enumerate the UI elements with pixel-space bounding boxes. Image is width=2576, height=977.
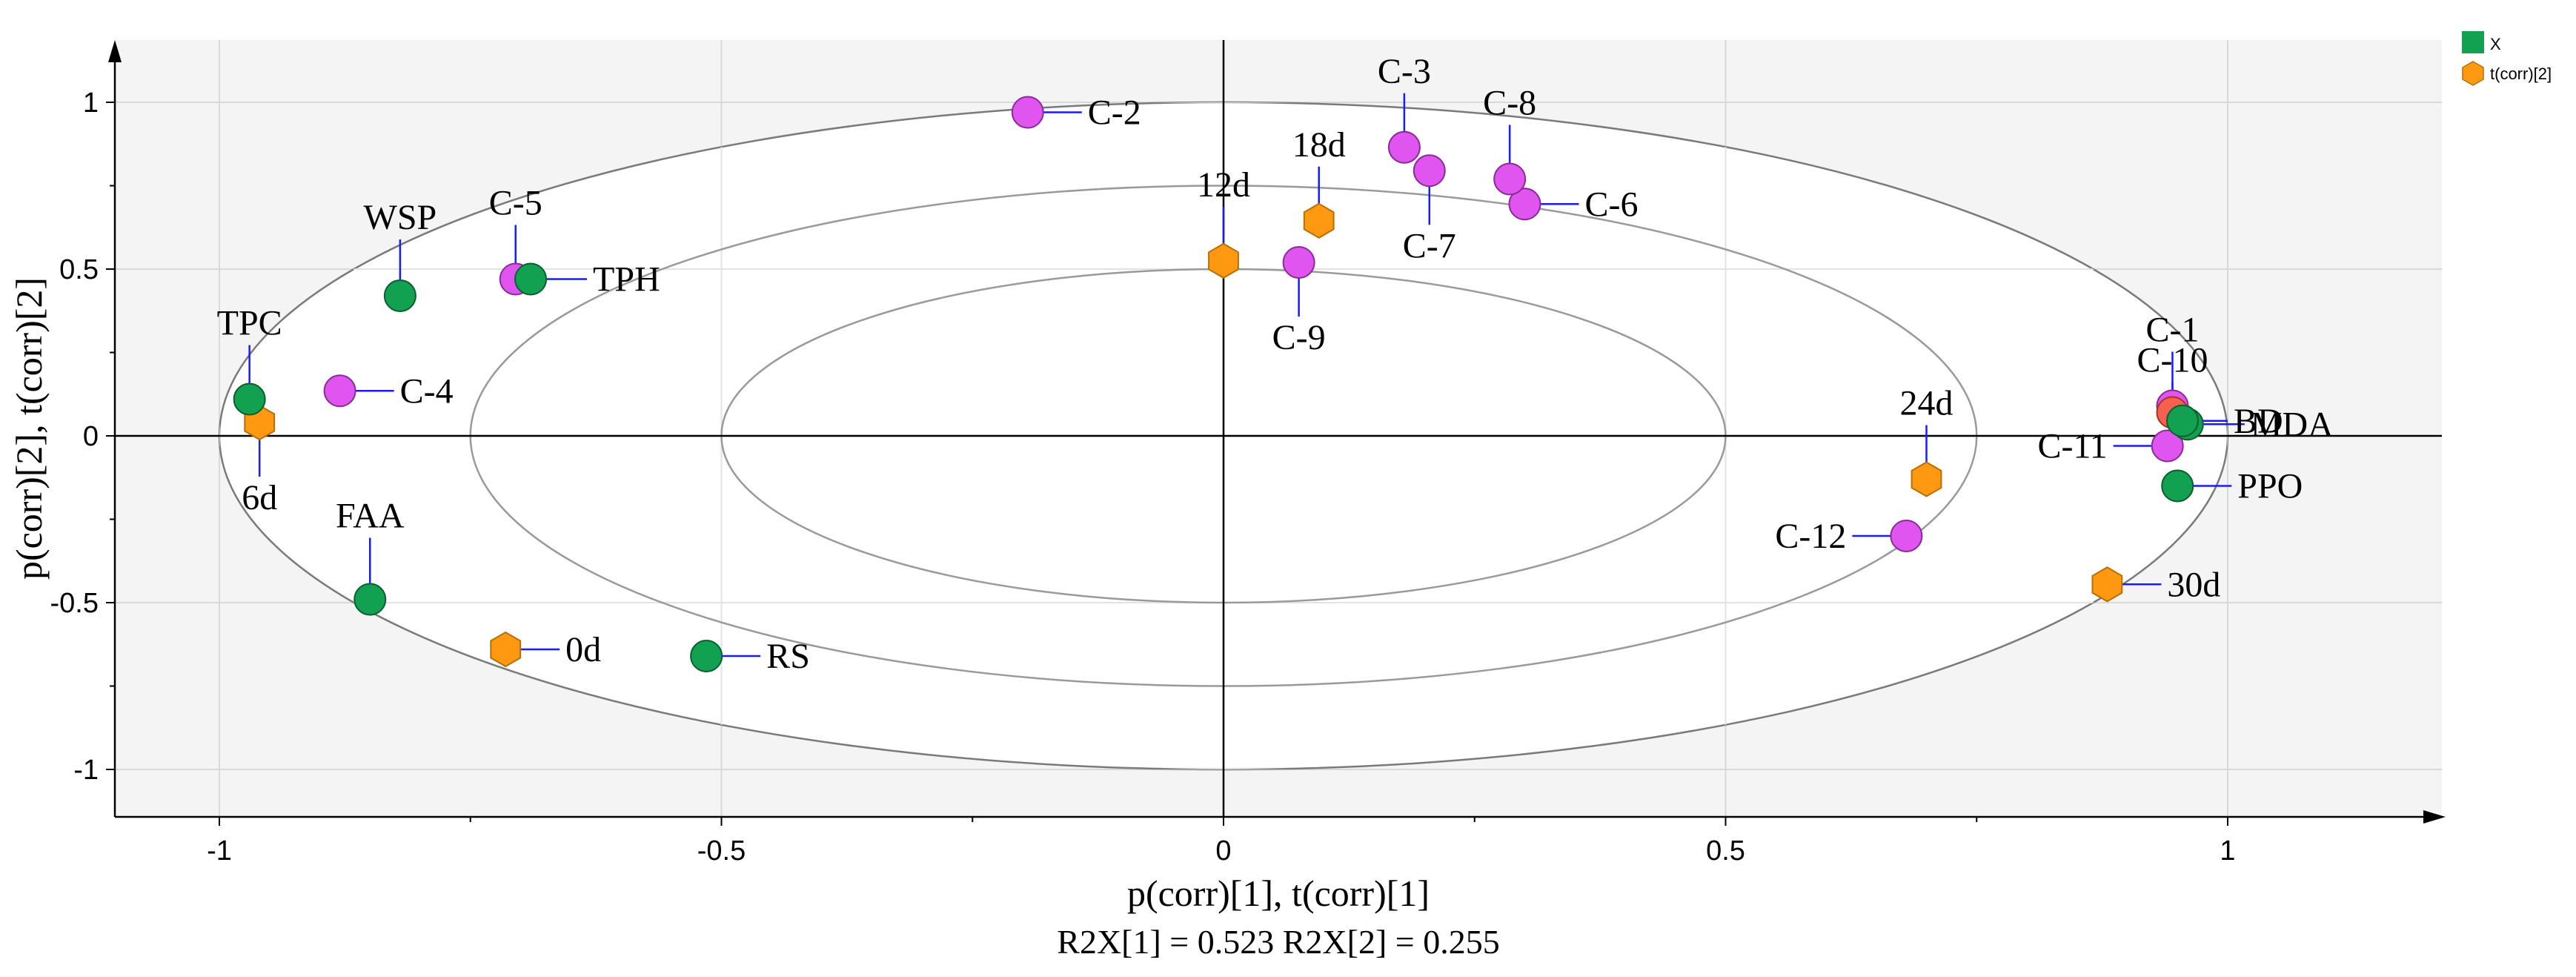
label-c-12: C-12 xyxy=(1775,517,1846,556)
point-tph xyxy=(514,262,548,296)
x-tick-label-0: -1 xyxy=(207,835,232,867)
label-rs: RS xyxy=(766,637,810,676)
label-c-6: C-6 xyxy=(1585,185,1639,224)
legend-label-tcorr2: t(corr)[2] xyxy=(2490,64,2552,83)
label-6d: 6d xyxy=(242,478,277,517)
point-0d xyxy=(490,631,522,668)
point-c-3 xyxy=(1387,130,1421,164)
label-18d: 18d xyxy=(1292,125,1346,165)
label-c-5: C-5 xyxy=(489,184,542,223)
x-tick-label-3: 0.5 xyxy=(1706,835,1745,867)
point-c-7 xyxy=(1413,154,1446,188)
label-mda: MDA xyxy=(2251,405,2334,444)
label-24d: 24d xyxy=(1900,384,1953,423)
point-faa xyxy=(353,583,387,616)
label-c-1: C-1 xyxy=(2145,311,2199,350)
label-ppo: PPO xyxy=(2237,467,2303,506)
label-c-3: C-3 xyxy=(1378,52,1431,91)
label-0d: 0d xyxy=(565,630,601,669)
y-tick-label-4: -1 xyxy=(73,755,99,786)
label-30d: 30d xyxy=(2167,565,2220,604)
y-tick-label-0: 1 xyxy=(83,87,99,119)
point-rs xyxy=(690,640,723,672)
point-wsp xyxy=(383,279,416,312)
x-axis-arrow xyxy=(2423,810,2446,824)
label-faa: FAA xyxy=(336,497,405,536)
y-axis-arrow xyxy=(108,40,122,62)
axes: -1 -0.5 0 0.5 1 1 0.5 0 -0.5 -1 xyxy=(50,40,2446,867)
x-tick-label-2: 0 xyxy=(1215,835,1231,867)
point-c-6 xyxy=(1508,188,1541,221)
point-24d xyxy=(1911,461,1942,497)
point-bd xyxy=(2166,404,2200,437)
point-c-2 xyxy=(1011,96,1044,129)
legend-swatch-tcorr2 xyxy=(2462,61,2484,86)
label-12d: 12d xyxy=(1197,165,1250,205)
point-c-12 xyxy=(1890,520,1923,552)
legend-label-x: X xyxy=(2490,35,2501,53)
legend-swatch-x xyxy=(2462,31,2484,53)
point-c-4 xyxy=(323,374,356,408)
point-labels: 0d 6d 12d 18d 24d 30d C-1 C-2 C-3 C-4 C-5 C-6 C-7 C-8… xyxy=(217,52,2334,676)
point-12d xyxy=(1208,242,1239,279)
point-c-8 xyxy=(1493,162,1527,196)
point-c-9 xyxy=(1282,246,1315,279)
y-axis-title: p(corr)[2], t(corr)[2] xyxy=(8,277,50,580)
point-c-11 xyxy=(2151,429,2184,463)
label-tph: TPH xyxy=(593,260,660,299)
label-bd: BD xyxy=(2234,402,2283,441)
label-c-10: C-10 xyxy=(2137,341,2208,380)
x-tick-label-4: 1 xyxy=(2220,835,2235,867)
y-tick-label-3: -0.5 xyxy=(50,588,99,619)
x-tick-label-1: -0.5 xyxy=(697,835,746,867)
legend: X t(corr)[2] xyxy=(2462,31,2552,86)
point-ppo xyxy=(2161,469,2194,503)
point-30d xyxy=(2091,566,2123,603)
x-axis-title: p(corr)[1], t(corr)[1] xyxy=(1127,872,1430,914)
label-c-11: C-11 xyxy=(2037,427,2107,466)
y-tick-label-2: 0 xyxy=(83,421,99,452)
label-c-4: C-4 xyxy=(400,371,454,411)
point-18d xyxy=(1303,202,1335,239)
label-tpc: TPC xyxy=(217,304,282,343)
label-c-8: C-8 xyxy=(1483,84,1536,123)
y-tick-label-1: 0.5 xyxy=(59,254,99,285)
r2x-subtitle: R2X[1] = 0.523 R2X[2] = 0.255 xyxy=(1057,923,1499,961)
label-c-7: C-7 xyxy=(1403,226,1456,265)
label-c-9: C-9 xyxy=(1272,318,1326,357)
label-c-2: C-2 xyxy=(1088,93,1141,133)
data-points xyxy=(233,96,2204,672)
label-wsp: WSP xyxy=(364,198,437,237)
point-tpc xyxy=(233,382,266,416)
